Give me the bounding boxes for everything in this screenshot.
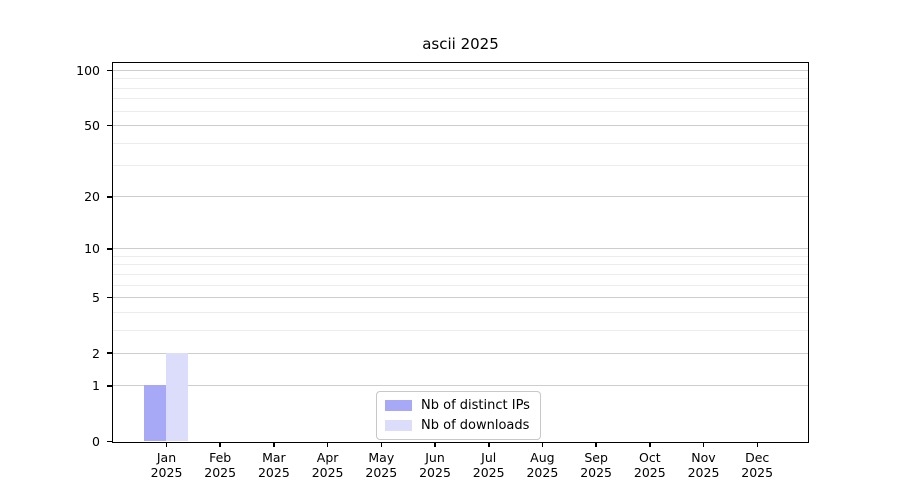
y-tick-label: 5	[92, 290, 100, 305]
y-tick	[107, 124, 112, 127]
gridline-minor	[113, 273, 808, 275]
x-tick-label: Jun 2025	[419, 450, 451, 480]
x-tick-label: Aug 2025	[526, 450, 559, 480]
plot-area: Nb of distinct IPs Nb of downloads	[112, 62, 809, 443]
x-tick-label: Oct 2025	[633, 450, 666, 480]
gridline-minor	[113, 311, 808, 313]
y-tick-label: 2	[92, 345, 100, 361]
x-tick-label: Dec 2025	[741, 450, 774, 480]
x-tick-label: Jan 2025	[150, 450, 183, 480]
x-tick-label: Nov 2025	[687, 450, 720, 480]
x-tick	[649, 443, 651, 447]
x-tick	[541, 443, 544, 447]
x-tick	[488, 443, 490, 447]
y-tick	[107, 296, 112, 299]
gridline-minor	[113, 284, 808, 286]
gridline-major	[113, 248, 808, 250]
x-tick	[165, 443, 168, 447]
legend-swatch-distinct-ips	[385, 400, 412, 411]
x-tick-label: May 2025	[365, 450, 398, 480]
y-tick	[107, 440, 112, 443]
x-tick	[380, 443, 383, 447]
gridline-minor	[113, 329, 808, 331]
y-tick	[107, 352, 112, 354]
gridline-major	[113, 124, 808, 126]
y-tick	[107, 69, 112, 72]
gridline-minor	[113, 264, 808, 266]
gridline-major	[113, 196, 808, 198]
gridline-minor	[113, 142, 808, 144]
gridline-major	[113, 297, 808, 298]
y-tick-label: 20	[84, 189, 100, 205]
gridline-minor	[113, 255, 808, 257]
legend-swatch-downloads	[385, 420, 412, 431]
y-tick	[107, 385, 112, 387]
gridline-minor	[113, 98, 808, 100]
y-tick-label: 100	[76, 63, 100, 78]
gridline-minor	[113, 78, 808, 80]
bar-nb-of-distinct-ips-jan	[144, 385, 166, 441]
x-tick-label: Jul 2025	[472, 450, 505, 480]
legend-label-distinct-ips: Nb of distinct IPs	[421, 398, 530, 413]
x-tick-label: Sep 2025	[580, 450, 612, 480]
gridline-minor	[113, 87, 808, 89]
y-tick-label: 1	[92, 378, 100, 394]
legend-row: Nb of downloads	[385, 417, 530, 434]
x-tick	[702, 443, 705, 447]
gridline-minor	[113, 164, 808, 166]
x-tick-label: Apr 2025	[311, 450, 344, 480]
y-tick	[107, 196, 112, 198]
y-tick-label: 10	[84, 241, 100, 257]
y-tick-label: 0	[92, 434, 100, 449]
gridline-major	[113, 352, 808, 354]
bar-nb-of-downloads-jan	[166, 352, 188, 441]
y-tick	[107, 248, 112, 250]
x-tick	[219, 443, 221, 447]
legend-row: Nb of distinct IPs	[385, 397, 530, 414]
x-tick	[326, 443, 329, 447]
x-tick	[273, 443, 275, 447]
legend: Nb of distinct IPs Nb of downloads	[376, 391, 541, 440]
gridline-minor	[113, 110, 808, 112]
gridline-major	[113, 385, 808, 387]
legend-label-downloads: Nb of downloads	[421, 418, 530, 433]
x-tick	[595, 443, 597, 447]
y-tick-label: 50	[84, 117, 100, 133]
x-tick-label: Feb 2025	[204, 450, 237, 480]
x-tick	[756, 443, 758, 447]
chart-title: ascii 2025	[422, 35, 499, 53]
gridline-major	[113, 70, 808, 71]
x-tick	[434, 443, 436, 447]
x-tick-label: Mar 2025	[257, 450, 290, 480]
